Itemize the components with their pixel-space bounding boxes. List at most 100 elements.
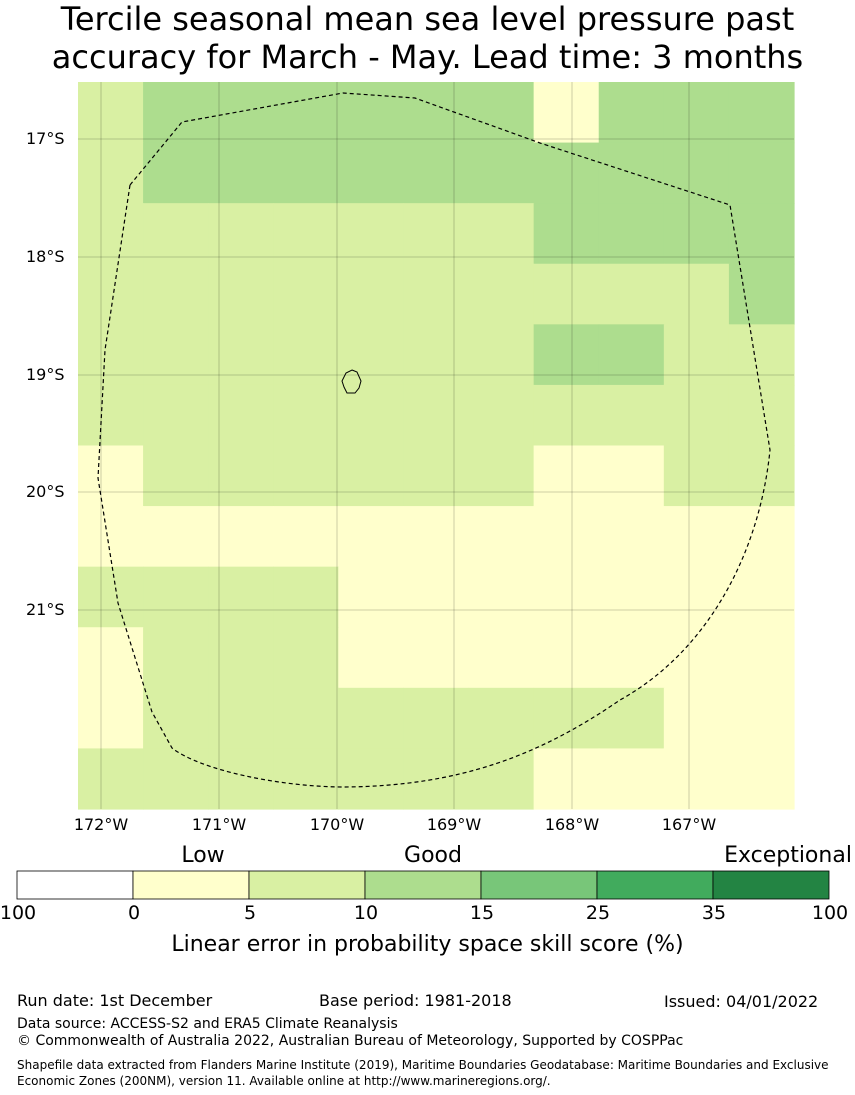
grid-cell	[533, 506, 600, 568]
grid-cell	[78, 566, 144, 628]
grid-cell	[338, 203, 405, 265]
grid-cell	[663, 445, 730, 507]
grid-cell	[403, 687, 470, 750]
grid-cell	[468, 748, 535, 810]
grid-cell	[533, 82, 600, 144]
colorbar-segment	[248, 870, 366, 900]
grid-cell	[468, 506, 535, 568]
grid-cell	[338, 263, 405, 325]
grid-cell	[208, 82, 274, 144]
grid-cell	[728, 566, 795, 628]
grid-cell	[273, 687, 339, 750]
grid-cell	[598, 506, 665, 568]
title-line-2: accuracy for March - May. Lead time: 3 m…	[51, 38, 804, 76]
grid-cell	[208, 203, 274, 265]
grid-cell	[598, 566, 665, 628]
grid-cell	[338, 687, 405, 750]
grid-cell	[663, 82, 730, 144]
colorbar-segment	[480, 870, 598, 900]
grid-cell	[403, 142, 470, 204]
grid-cell	[78, 142, 144, 204]
grid-cell	[598, 384, 665, 447]
grid-cell	[403, 566, 470, 628]
grid-cell	[468, 263, 535, 325]
grid-cell	[208, 627, 274, 689]
grid-cell	[533, 748, 600, 810]
grid-cell	[78, 687, 144, 750]
grid-cell	[403, 263, 470, 325]
grid-cell	[468, 445, 535, 507]
grid-cell	[143, 566, 209, 628]
grid-cell	[468, 566, 535, 628]
grid-cell	[273, 82, 339, 144]
grid-cell	[728, 445, 795, 507]
skill-grid	[78, 82, 795, 810]
grid-cell	[338, 627, 405, 689]
grid-cell	[663, 506, 730, 568]
grid-cell	[273, 566, 339, 628]
colorbar-tick-label: 25	[585, 902, 611, 924]
grid-cell	[338, 384, 405, 447]
grid-cell	[533, 263, 600, 325]
grid-cell	[208, 506, 274, 568]
eez-boundary	[97, 92, 771, 788]
issued-date: Issued: 04/01/2022	[664, 992, 819, 1011]
colorbar-category-exceptional: Exceptional	[724, 843, 852, 868]
grid-cell	[403, 445, 470, 507]
colorbar-segment	[596, 870, 714, 900]
grid-cell	[338, 142, 405, 204]
colorbar-segment	[16, 870, 134, 900]
grid-cell	[663, 203, 730, 265]
grid-cell	[338, 748, 405, 810]
colorbar-title: Linear error in probability space skill …	[171, 932, 684, 957]
grid-cell	[728, 324, 795, 386]
grid-cell	[598, 445, 665, 507]
lon-label: 172°W	[73, 815, 129, 834]
grid-cell	[533, 627, 600, 689]
grid-cell	[273, 748, 339, 810]
colorbar-category-low: Low	[181, 843, 225, 868]
colorbar	[16, 870, 830, 900]
grid-cell	[143, 687, 209, 750]
grid-cell	[208, 384, 274, 447]
grid-cell	[78, 203, 144, 265]
colorbar-tick-label: 35	[701, 902, 727, 924]
grid-cell	[143, 82, 209, 144]
lon-label: 171°W	[191, 815, 247, 834]
grid-cell	[663, 627, 730, 689]
colorbar-tick-label: 15	[469, 902, 495, 924]
lat-label: 21°S	[26, 600, 65, 619]
colorbar-segment	[132, 870, 250, 900]
grid-cell	[143, 384, 209, 447]
grid-cell	[338, 566, 405, 628]
copyright: © Commonwealth of Australia 2022, Austra…	[17, 1033, 684, 1049]
map-title: Tercile seasonal mean sea level pressure…	[0, 0, 855, 76]
grid-cell	[598, 82, 665, 144]
grid-cell	[208, 687, 274, 750]
grid-cell	[338, 324, 405, 386]
grid-cell	[663, 687, 730, 750]
title-line-1: Tercile seasonal mean sea level pressure…	[60, 0, 795, 38]
grid-cell	[78, 384, 144, 447]
grid-cell	[273, 627, 339, 689]
grid-cell	[468, 384, 535, 447]
grid-cell	[468, 687, 535, 750]
graticule	[78, 82, 794, 809]
lat-label: 18°S	[26, 247, 65, 266]
lon-label: 170°W	[309, 815, 365, 834]
grid-cell	[208, 142, 274, 204]
grid-cell	[403, 384, 470, 447]
grid-cell	[78, 324, 144, 386]
grid-cell	[468, 324, 535, 386]
grid-cell	[78, 263, 144, 325]
grid-cell	[728, 748, 795, 810]
grid-cell	[143, 748, 209, 810]
grid-cell	[533, 687, 600, 750]
grid-cell	[78, 506, 144, 568]
lat-label: 17°S	[26, 129, 65, 148]
grid-cell	[728, 627, 795, 689]
lat-label: 19°S	[26, 365, 65, 384]
grid-cell	[208, 566, 274, 628]
grid-cell	[273, 384, 339, 447]
grid-cell	[143, 506, 209, 568]
